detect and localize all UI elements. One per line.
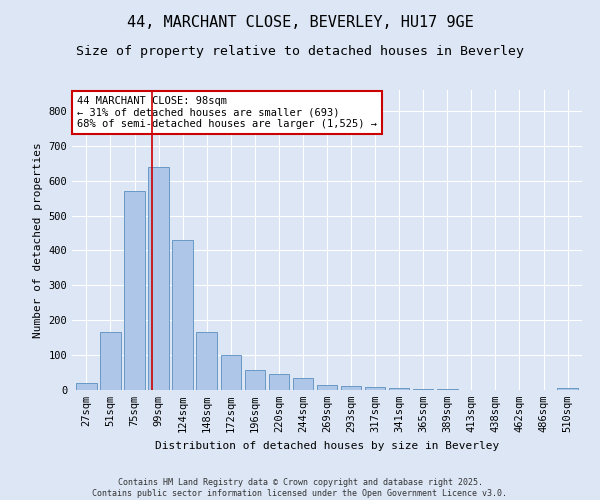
Bar xyxy=(100,332,121,390)
Bar xyxy=(124,191,145,390)
Bar xyxy=(76,383,97,390)
Bar xyxy=(413,388,433,390)
Bar xyxy=(196,332,217,390)
Bar xyxy=(389,388,409,390)
Text: 44, MARCHANT CLOSE, BEVERLEY, HU17 9GE: 44, MARCHANT CLOSE, BEVERLEY, HU17 9GE xyxy=(127,15,473,30)
Bar xyxy=(148,166,169,390)
Text: Contains HM Land Registry data © Crown copyright and database right 2025.
Contai: Contains HM Land Registry data © Crown c… xyxy=(92,478,508,498)
Bar xyxy=(365,387,385,390)
Bar xyxy=(341,386,361,390)
Bar xyxy=(172,240,193,390)
Text: Size of property relative to detached houses in Beverley: Size of property relative to detached ho… xyxy=(76,45,524,58)
Bar xyxy=(557,388,578,390)
Bar xyxy=(245,370,265,390)
Bar xyxy=(269,374,289,390)
Bar xyxy=(317,385,337,390)
Y-axis label: Number of detached properties: Number of detached properties xyxy=(33,142,43,338)
Bar xyxy=(221,355,241,390)
Bar xyxy=(293,378,313,390)
X-axis label: Distribution of detached houses by size in Beverley: Distribution of detached houses by size … xyxy=(155,440,499,450)
Text: 44 MARCHANT CLOSE: 98sqm
← 31% of detached houses are smaller (693)
68% of semi-: 44 MARCHANT CLOSE: 98sqm ← 31% of detach… xyxy=(77,96,377,129)
